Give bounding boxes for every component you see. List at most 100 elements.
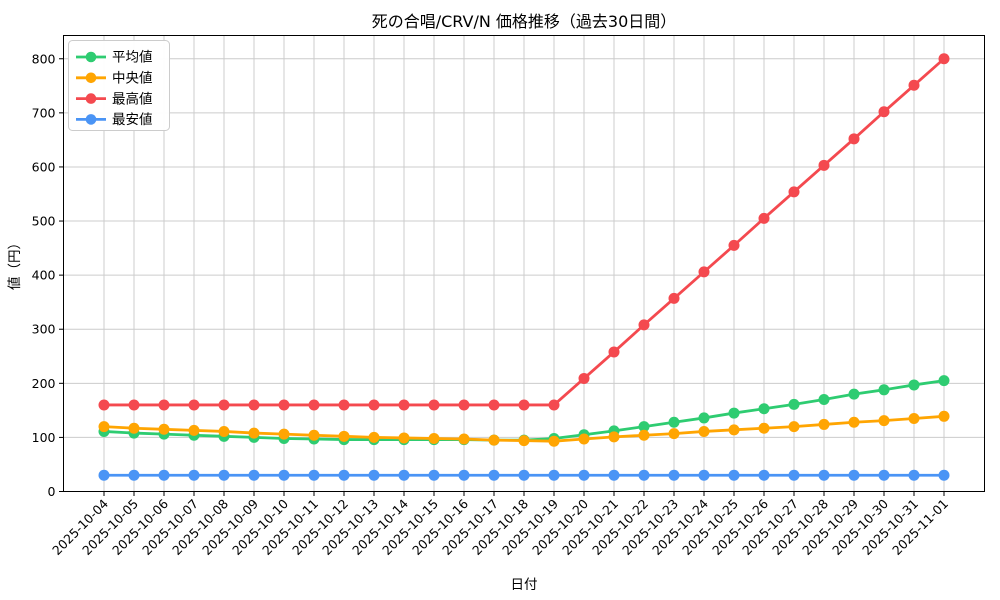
data-point-max <box>578 372 590 384</box>
data-point-min <box>308 469 320 481</box>
data-point-median <box>818 418 830 430</box>
y-tick-label: 800 <box>32 51 56 66</box>
data-point-min <box>98 469 110 481</box>
data-point-median <box>98 421 110 433</box>
data-point-median <box>188 424 200 436</box>
data-point-median <box>428 432 440 444</box>
data-point-min <box>128 469 140 481</box>
data-point-max <box>398 399 410 411</box>
x-axis-label: 日付 <box>511 577 538 593</box>
data-point-median <box>728 424 740 436</box>
data-point-median <box>218 425 230 437</box>
data-point-max <box>128 399 140 411</box>
y-tick-label: 0 <box>48 484 56 499</box>
legend-item-median: 中央値 <box>76 71 153 87</box>
data-point-median <box>248 427 260 439</box>
data-point-median <box>578 433 590 445</box>
data-point-min <box>728 469 740 481</box>
data-point-median <box>398 432 410 444</box>
data-point-median <box>878 415 890 427</box>
data-point-max <box>278 399 290 411</box>
data-point-min <box>698 469 710 481</box>
data-point-median <box>308 429 320 441</box>
y-tick-label: 600 <box>32 159 56 174</box>
legend-label-median: 中央値 <box>112 71 153 87</box>
data-point-average <box>938 375 950 387</box>
data-point-max <box>908 79 920 91</box>
data-point-max <box>548 399 560 411</box>
y-tick-label: 700 <box>32 105 56 120</box>
data-point-max <box>728 239 740 251</box>
data-point-min <box>278 469 290 481</box>
data-point-min <box>158 469 170 481</box>
data-point-median <box>908 412 920 424</box>
legend-label-min: 最安値 <box>112 112 153 128</box>
data-point-min <box>428 469 440 481</box>
chart-title: 死の合唱/CRV/N 価格推移（過去30日間） <box>372 12 677 31</box>
data-point-min <box>188 469 200 481</box>
data-point-median <box>698 425 710 437</box>
data-point-average <box>848 388 860 400</box>
data-point-min <box>248 469 260 481</box>
data-point-max <box>698 266 710 278</box>
data-point-max <box>248 399 260 411</box>
data-point-max <box>668 292 680 304</box>
data-point-max <box>818 159 830 171</box>
data-point-min <box>338 469 350 481</box>
data-point-median <box>278 428 290 440</box>
data-point-average <box>728 407 740 419</box>
data-point-max <box>308 399 320 411</box>
data-point-average <box>638 421 650 433</box>
data-point-max <box>218 399 230 411</box>
data-point-min <box>848 469 860 481</box>
data-point-average <box>788 398 800 410</box>
data-point-max <box>368 399 380 411</box>
data-point-min <box>878 469 890 481</box>
y-tick-label: 100 <box>32 430 56 445</box>
grid-layer <box>63 35 985 492</box>
data-point-min <box>788 469 800 481</box>
data-point-average <box>818 394 830 406</box>
data-point-max <box>608 346 620 358</box>
data-point-max <box>338 399 350 411</box>
data-point-min <box>398 469 410 481</box>
data-point-min <box>668 469 680 481</box>
data-point-max <box>458 399 470 411</box>
data-point-median <box>788 421 800 433</box>
data-point-max <box>158 399 170 411</box>
data-point-max <box>878 106 890 118</box>
y-tick-label: 200 <box>32 376 56 391</box>
data-point-max <box>98 399 110 411</box>
legend-label-max: 最高値 <box>112 90 153 107</box>
legend-marker-dot-min <box>85 114 97 125</box>
data-point-median <box>338 430 350 442</box>
legend-item-average: 平均値 <box>76 50 153 66</box>
data-point-min <box>578 469 590 481</box>
data-point-max <box>518 399 530 411</box>
data-point-max <box>488 399 500 411</box>
data-point-average <box>878 384 890 396</box>
y-tick-label: 500 <box>32 214 56 229</box>
data-point-median <box>848 416 860 428</box>
data-point-min <box>608 469 620 481</box>
data-point-max <box>938 53 950 65</box>
y-tick-label: 300 <box>32 322 56 337</box>
data-point-min <box>818 469 830 481</box>
y-tick-label: 400 <box>32 268 56 283</box>
data-point-average <box>698 412 710 424</box>
data-point-median <box>488 434 500 446</box>
legend-label-average: 平均値 <box>112 50 153 66</box>
data-point-average <box>908 379 920 391</box>
legend-item-max: 最高値 <box>76 90 153 107</box>
data-point-min <box>458 469 470 481</box>
data-point-median <box>158 423 170 435</box>
data-point-median <box>758 422 770 434</box>
data-point-min <box>488 469 500 481</box>
legend-item-min: 最安値 <box>76 112 153 128</box>
data-point-min <box>518 469 530 481</box>
data-point-median <box>518 435 530 447</box>
data-point-median <box>128 422 140 434</box>
